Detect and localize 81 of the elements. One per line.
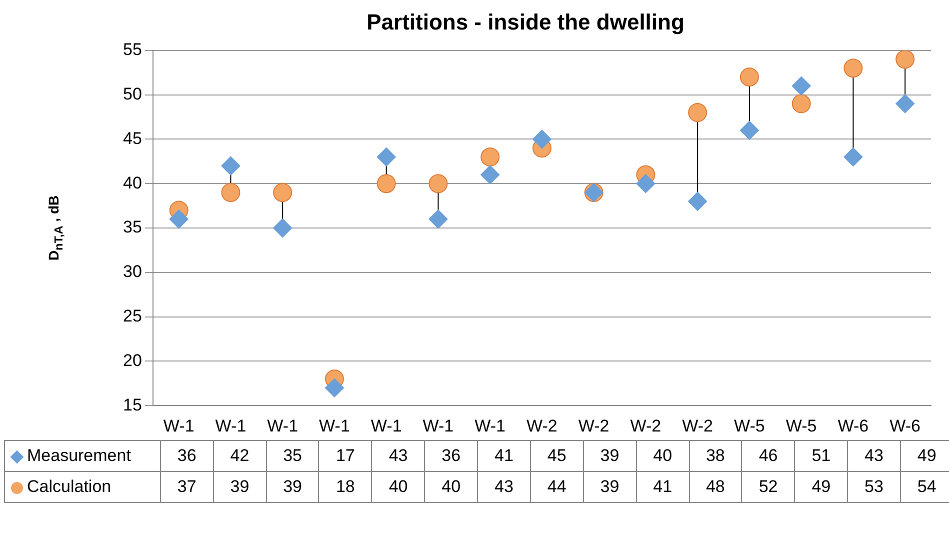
point	[740, 120, 759, 140]
x-tick-label: W-5	[734, 416, 765, 436]
y-tick-label: 55	[122, 40, 142, 60]
chart-title: Partitions - inside the dwelling	[366, 9, 684, 34]
data-label: 41	[478, 440, 530, 472]
y-tick-label: 50	[122, 84, 142, 104]
point	[376, 147, 396, 166]
x-tick-label: W-1	[163, 416, 194, 436]
point	[169, 210, 188, 229]
data-label: 49	[794, 472, 848, 502]
data-label: 40	[372, 472, 425, 502]
data-label: 35	[266, 440, 319, 472]
data-label: 54	[900, 472, 949, 502]
data-label: 39	[583, 472, 636, 502]
data-label: 51	[794, 440, 848, 472]
x-tick-label: W-6	[890, 416, 920, 436]
x-tick-label: W-1	[215, 416, 246, 436]
x-tick-label: W-1	[422, 416, 454, 436]
data-label: 49	[900, 440, 949, 472]
data-label: 43	[478, 472, 530, 502]
point	[844, 58, 863, 78]
data-label: 46	[742, 440, 795, 472]
legend-label: Measurement	[4, 440, 160, 472]
point	[688, 192, 708, 211]
data-label: 36	[424, 440, 478, 472]
data-label: 38	[689, 440, 742, 472]
data-label: 36	[160, 440, 214, 472]
point	[532, 130, 552, 149]
x-tick-label: W-2	[682, 416, 713, 436]
data-label: 18	[318, 472, 372, 502]
x-tick-label: W-5	[786, 416, 817, 436]
data-label: 39	[213, 472, 266, 502]
point	[896, 50, 915, 69]
point	[273, 218, 292, 238]
data-label: 53	[848, 472, 900, 502]
y-tick-label: 35	[122, 218, 142, 237]
data-label: 40	[636, 440, 689, 472]
data-label: 37	[160, 472, 214, 502]
data-label: 39	[266, 472, 319, 502]
point	[428, 210, 448, 229]
data-label: 52	[742, 472, 795, 502]
point	[221, 156, 240, 176]
point	[792, 76, 811, 96]
data-label: 42	[213, 440, 266, 472]
point	[273, 182, 292, 202]
data-label: 43	[848, 440, 900, 472]
y-tick-label: 20	[122, 350, 142, 370]
point	[428, 174, 448, 194]
point	[324, 378, 344, 398]
data-label: 41	[636, 472, 689, 502]
y-tick-label: 25	[122, 306, 142, 326]
data-label: 39	[583, 440, 636, 472]
point	[480, 165, 500, 184]
x-tick-label: W-2	[526, 416, 558, 436]
y-tick-label: 30	[122, 262, 142, 282]
x-tick-label: W-2	[630, 416, 662, 436]
y-tick-label: 40	[122, 173, 142, 192]
data-label: 48	[689, 472, 742, 502]
x-tick-label: W-2	[578, 416, 610, 436]
data-label: 40	[424, 472, 478, 502]
point	[221, 182, 240, 202]
data-label: 43	[372, 440, 425, 472]
point	[480, 147, 500, 166]
data-label: 44	[530, 472, 584, 502]
point	[792, 94, 811, 114]
x-tick-label: W-1	[319, 416, 350, 436]
x-tick-label: W-1	[370, 416, 402, 436]
point	[688, 103, 708, 122]
x-tick-label: W-6	[838, 416, 869, 436]
data-label: 45	[530, 440, 584, 472]
x-tick-label: W-1	[474, 416, 506, 436]
y-tick-label: 45	[122, 128, 142, 148]
point	[740, 68, 759, 87]
point	[896, 94, 915, 114]
data-label: 17	[318, 440, 372, 472]
point	[636, 174, 656, 194]
y-tick-label: 15	[122, 395, 142, 414]
point	[376, 174, 396, 194]
legend-label: Calculation	[4, 472, 160, 502]
x-tick-label: W-1	[267, 416, 298, 436]
point	[844, 147, 863, 166]
